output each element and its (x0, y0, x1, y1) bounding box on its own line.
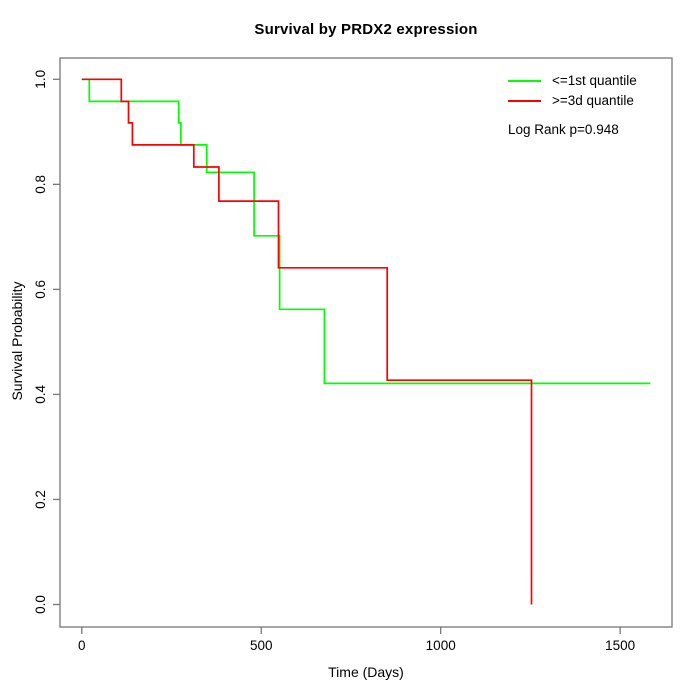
legend: <=1st quantile >=3d quantile Log Rank p=… (508, 71, 637, 140)
survival-curve-third-quantile (81, 78, 533, 605)
legend-line-green (508, 80, 541, 82)
y-tick-label: 0.0 (33, 595, 48, 614)
plot-box (59, 57, 673, 628)
legend-label-third-quantile: >=3d quantile (552, 93, 634, 108)
x-axis-label: Time (Days) (328, 664, 404, 680)
x-tick-label: 1000 (426, 638, 456, 653)
y-tick-label: 1.0 (33, 70, 48, 89)
legend-label-first-quantile: <=1st quantile (552, 73, 637, 88)
y-tick-label: 0.6 (33, 280, 48, 299)
x-tick-label: 1500 (605, 638, 635, 653)
x-tick-label: 0 (78, 638, 86, 653)
y-tick-label: 0.2 (33, 490, 48, 509)
legend-item-third-quantile: >=3d quantile (508, 91, 637, 111)
y-tick-label: 0.8 (33, 175, 48, 194)
log-rank-p-value: Log Rank p=0.948 (508, 122, 619, 137)
x-tick-label: 500 (250, 638, 273, 653)
survival-curve-first-quantile (81, 78, 651, 385)
y-tick-label: 0.4 (33, 385, 48, 404)
legend-line-red (508, 100, 541, 102)
legend-item-first-quantile: <=1st quantile (508, 71, 637, 91)
y-axis-label: Survival Probability (9, 281, 25, 401)
chart-title: Survival by PRDX2 expression (254, 21, 478, 38)
